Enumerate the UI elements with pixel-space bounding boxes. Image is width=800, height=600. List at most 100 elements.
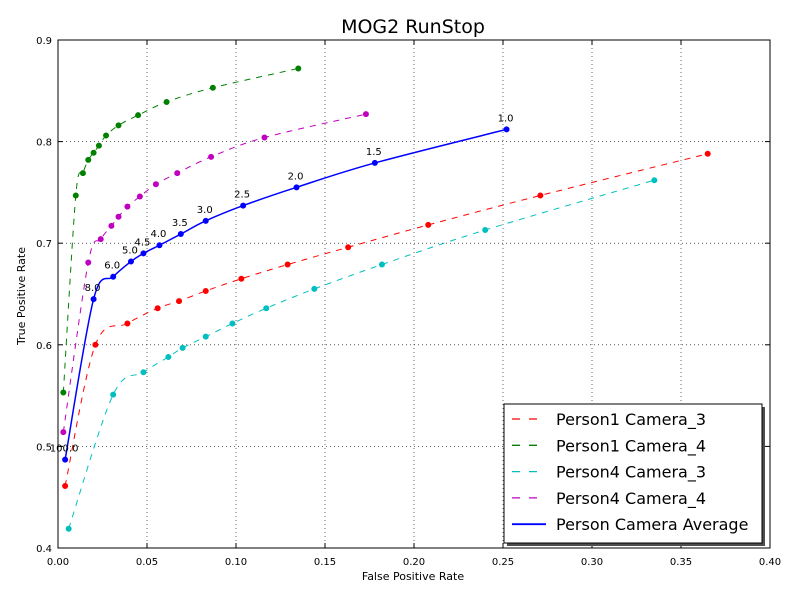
series-line <box>62 113 367 433</box>
data-point <box>503 126 510 133</box>
data-point <box>202 217 209 224</box>
series-person4-camera-3 <box>65 177 658 532</box>
x-tick-label: 0.00 <box>47 557 69 568</box>
data-point <box>124 203 131 210</box>
data-point <box>238 275 245 282</box>
y-tick-label: 0.9 <box>36 36 52 47</box>
data-point <box>97 236 104 243</box>
data-point <box>85 156 92 163</box>
data-point <box>345 244 352 251</box>
x-tick-label: 0.30 <box>581 557 603 568</box>
data-point <box>108 222 115 229</box>
series-line <box>64 153 708 487</box>
data-point <box>425 221 432 228</box>
x-tick-label: 0.05 <box>136 557 158 568</box>
x-tick-label: 0.40 <box>759 557 781 568</box>
x-tick-label: 0.35 <box>670 557 692 568</box>
data-point <box>110 391 117 398</box>
axis-ticks: 0.00 0.05 0.10 0.15 0.20 0.25 0.30 0.35 0.40 0.4 0… <box>36 36 781 568</box>
x-tick-label: 0.20 <box>403 557 425 568</box>
data-point <box>240 202 247 209</box>
data-point <box>124 320 131 327</box>
data-point <box>103 132 110 139</box>
data-point <box>92 341 99 348</box>
data-point <box>140 369 147 376</box>
data-point <box>140 250 147 257</box>
data-point <box>115 213 122 220</box>
data-point <box>136 193 143 200</box>
data-point <box>482 226 489 233</box>
series-line <box>62 67 299 393</box>
data-point <box>362 111 369 118</box>
series-line <box>64 128 507 460</box>
threshold-label: 100.0 <box>50 444 79 455</box>
threshold-label: 8.0 <box>85 283 101 294</box>
threshold-label: 2.5 <box>234 190 250 201</box>
data-point <box>135 112 142 119</box>
data-point <box>293 184 300 191</box>
threshold-label: 3.5 <box>172 218 188 229</box>
plot-frame <box>57 39 771 549</box>
series-person1-camera-3 <box>62 150 711 490</box>
y-tick-label: 0.6 <box>36 341 52 352</box>
data-point <box>62 483 69 490</box>
data-point <box>202 333 209 340</box>
series-line <box>68 179 655 529</box>
data-point <box>62 456 69 463</box>
data-point <box>651 177 658 184</box>
series-person4-camera-4 <box>60 111 369 436</box>
threshold-label: 3.0 <box>197 205 213 216</box>
data-point <box>537 192 544 199</box>
data-point <box>209 84 216 91</box>
data-point <box>60 429 67 436</box>
threshold-label: 5.0 <box>122 245 138 256</box>
legend-label: Person4 Camera_4 <box>556 489 706 509</box>
data-point <box>208 153 215 160</box>
data-point <box>229 320 236 327</box>
data-point <box>261 134 268 141</box>
data-point <box>156 242 163 249</box>
threshold-labels: 100.0 8.06.05.04.54.0 3.5 3.0 2.5 2.0 1.5 1.0 <box>50 113 514 454</box>
data-point <box>704 150 711 157</box>
threshold-label: 1.5 <box>366 147 382 158</box>
data-point <box>202 287 209 294</box>
data-point <box>79 170 86 177</box>
data-point <box>311 285 318 292</box>
series-person1-camera-4 <box>60 65 302 396</box>
data-point <box>176 298 183 305</box>
data-point <box>371 159 378 166</box>
legend-label: Person Camera Average <box>556 515 748 534</box>
data-point <box>163 98 170 105</box>
data-point <box>110 273 117 280</box>
data-point <box>378 261 385 268</box>
data-point <box>85 259 92 266</box>
y-tick-label: 0.7 <box>36 239 52 250</box>
y-axis-label: True Positive Rate <box>15 247 28 346</box>
y-tick-label: 0.5 <box>36 442 52 453</box>
data-point <box>127 258 134 265</box>
legend-label: Person1 Camera_3 <box>556 410 706 430</box>
data-point <box>90 149 97 156</box>
data-point <box>284 261 291 268</box>
threshold-label: 2.0 <box>288 171 304 182</box>
data-point <box>263 305 270 312</box>
data-point <box>152 181 159 188</box>
series-person-camera-average <box>62 126 510 463</box>
data-point <box>154 305 161 312</box>
data-point <box>295 65 302 72</box>
legend-label: Person4 Camera_3 <box>556 463 706 483</box>
series-lines <box>60 65 711 532</box>
threshold-label: 4.5 <box>134 237 150 248</box>
threshold-label: 1.0 <box>498 113 514 124</box>
data-point <box>165 353 172 360</box>
x-axis-label: False Positive Rate <box>362 570 464 583</box>
legend-box <box>503 403 763 544</box>
x-tick-label: 0.10 <box>225 557 247 568</box>
data-point <box>177 231 184 238</box>
x-tick-label: 0.15 <box>314 557 336 568</box>
y-tick-label: 0.8 <box>36 138 52 149</box>
data-point <box>60 389 67 396</box>
data-point <box>179 344 186 351</box>
data-point <box>95 142 102 149</box>
